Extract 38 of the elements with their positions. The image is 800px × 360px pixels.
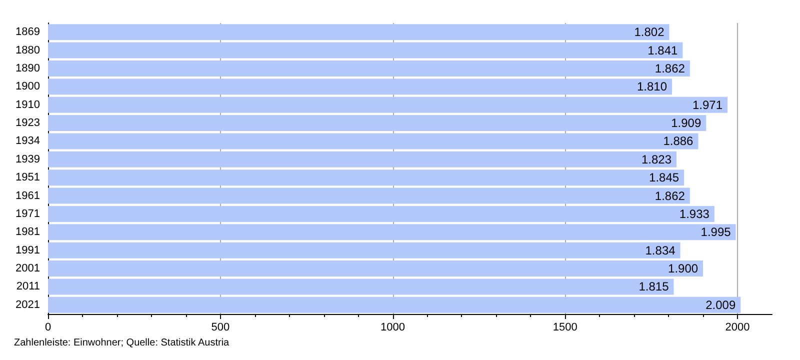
- y-tick-label: 1939: [16, 153, 40, 166]
- data-label: 1.933: [679, 206, 710, 221]
- data-label: 1.862: [654, 61, 686, 76]
- data-label: 1.810: [636, 80, 668, 94]
- y-tick-label: 1869: [16, 26, 40, 38]
- y-tick-label: 1971: [16, 208, 40, 220]
- y-tick-label: 2021: [16, 298, 40, 311]
- x-tick-label: 500: [211, 322, 230, 334]
- data-label: 1.971: [692, 98, 723, 112]
- y-tick-label: 1934: [16, 135, 40, 148]
- data-label: 1.802: [634, 25, 665, 40]
- data-label: 1.995: [700, 225, 732, 240]
- data-label: 1.815: [638, 280, 670, 294]
- data-label: 1.900: [668, 262, 698, 276]
- data-label: 1.841: [648, 43, 678, 58]
- data-label: 2.009: [706, 298, 736, 312]
- x-tick-label: 2000: [725, 322, 750, 334]
- y-tick-label: 1890: [16, 62, 40, 74]
- data-label: 1.845: [649, 170, 680, 185]
- y-tick-label: 1991: [16, 244, 40, 256]
- y-tick-label: 1981: [16, 226, 40, 238]
- data-label: 1.909: [671, 116, 702, 130]
- y-tick-label: 2011: [16, 280, 40, 293]
- y-tick-label: 1910: [16, 98, 40, 111]
- data-label: 1.823: [641, 152, 672, 166]
- text: Zahlenleiste: Einwohner; Quelle: Statistik Austria: [14, 338, 230, 348]
- data-label: 1.834: [645, 243, 676, 258]
- y-tick-label: 1951: [16, 172, 40, 184]
- y-tick-label: 1923: [16, 117, 40, 130]
- y-tick-label: 1961: [16, 190, 40, 202]
- y-tick-label: 2001: [16, 262, 40, 275]
- y-tick-label: 1900: [16, 80, 40, 93]
- x-tick-label: 1500: [552, 322, 578, 334]
- x-tick-label: 1000: [380, 322, 406, 334]
- data-label: 1.862: [654, 188, 686, 203]
- y-tick-label: 1880: [16, 44, 40, 56]
- data-label: 1.886: [663, 134, 694, 148]
- x-tick-label: 0: [44, 322, 52, 334]
